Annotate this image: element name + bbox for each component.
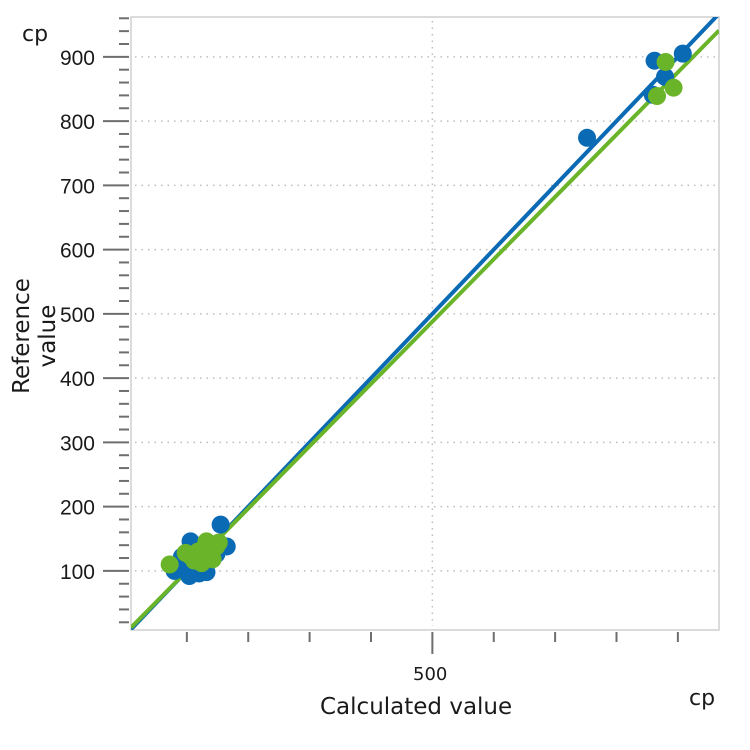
y-tick-label: 400 (60, 368, 95, 391)
y-tick-label: 700 (60, 175, 95, 198)
x-tick-label-500: 500 (413, 664, 448, 685)
data-point (648, 87, 667, 106)
x-unit-label: cp (689, 686, 716, 711)
y-tick-label: 200 (60, 497, 95, 520)
y-unit-label: cp (22, 22, 49, 47)
data-point (664, 78, 683, 97)
data-point (673, 44, 692, 63)
y-axis-title: Reference value (9, 278, 61, 394)
data-point (160, 555, 179, 574)
data-point (209, 533, 228, 552)
y-tick-label: 100 (60, 561, 95, 584)
y-tick-label: 500 (60, 304, 95, 327)
y-tick-label: 900 (60, 47, 95, 70)
y-tick-label: 600 (60, 240, 95, 263)
x-axis-title: Calculated value (320, 694, 513, 720)
fit-line (131, 29, 719, 630)
data-point (578, 128, 597, 147)
y-tick-label: 300 (60, 432, 95, 455)
data-point (656, 52, 675, 71)
data-point (211, 515, 230, 534)
y-tick-label: 800 (60, 111, 95, 134)
